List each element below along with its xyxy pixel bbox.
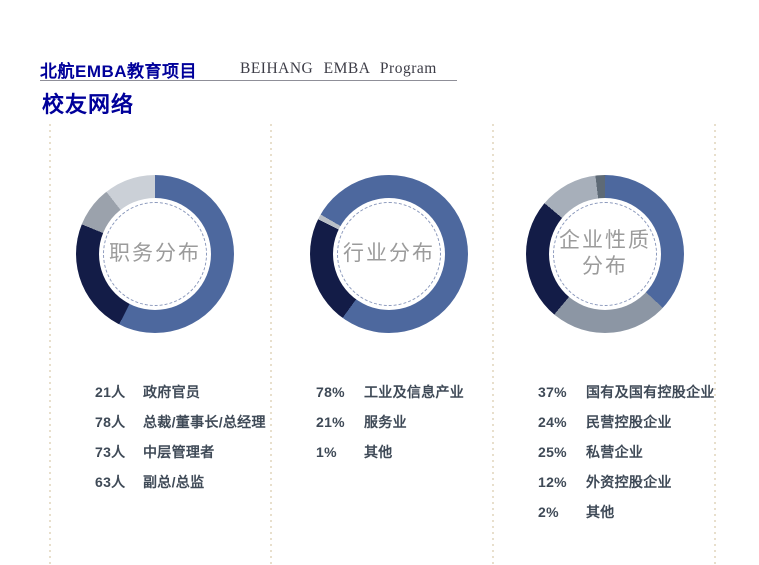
donut-chart-industry: 行业分布 xyxy=(310,175,468,333)
donut-chart-enterprise: 企业性质 分布 xyxy=(526,175,684,333)
legend-label: 总裁/董事长/总经理 xyxy=(143,414,266,430)
legend-value: 2% xyxy=(538,504,559,520)
legend-row: 37% 国有及国有控股企业 xyxy=(538,377,759,407)
legend-label: 政府官员 xyxy=(143,384,201,400)
legend-row: 1% 其他 xyxy=(316,437,538,467)
donut-center-label: 行业分布 xyxy=(343,241,435,265)
legend-value: 21人 xyxy=(95,384,126,400)
legend-row: 21人 政府官员 xyxy=(95,377,316,407)
legend-value: 37% xyxy=(538,384,567,400)
legend-row: 25% 私营企业 xyxy=(538,437,759,467)
legend-row: 73人 中层管理者 xyxy=(95,437,316,467)
brand-title-en: BEIHANG EMBA Program xyxy=(240,60,437,77)
legend-label: 副总/总监 xyxy=(143,474,205,490)
legend-label: 私营企业 xyxy=(586,444,644,460)
legend-label: 其他 xyxy=(586,504,615,520)
legend-label: 工业及信息产业 xyxy=(364,384,465,400)
legend-list: 37% 国有及国有控股企业 24% 民营控股企业 25% 私营企业 12% 外资控股企业 2% 其… xyxy=(492,377,759,527)
donut-center: 行业分布 xyxy=(333,198,445,310)
chart-panel-industry-distribution: 行业分布 78% 工业及信息产业 21% 服务业 1% 其他 xyxy=(270,0,492,565)
legend-value: 63人 xyxy=(95,474,126,490)
header-rule xyxy=(40,80,457,81)
legend-value: 25% xyxy=(538,444,567,460)
legend-list: 21人 政府官员 78人 总裁/董事长/总经理 73人 中层管理者 63人 副总/总监 xyxy=(49,377,316,497)
column-separator-dotted xyxy=(49,124,51,565)
legend-value: 24% xyxy=(538,414,567,430)
legend-row: 21% 服务业 xyxy=(316,407,538,437)
legend-label: 服务业 xyxy=(364,414,407,430)
column-separator-dotted xyxy=(714,124,716,565)
legend-row: 78人 总裁/董事长/总经理 xyxy=(95,407,316,437)
legend-label: 外资控股企业 xyxy=(586,474,672,490)
legend-value: 12% xyxy=(538,474,567,490)
legend-row: 78% 工业及信息产业 xyxy=(316,377,538,407)
donut-center: 企业性质 分布 xyxy=(549,198,661,310)
legend-list: 78% 工业及信息产业 21% 服务业 1% 其他 xyxy=(270,377,538,467)
legend-row: 2% 其他 xyxy=(538,497,759,527)
legend-label: 中层管理者 xyxy=(143,444,215,460)
legend-value: 78% xyxy=(316,384,345,400)
legend-label: 民营控股企业 xyxy=(586,414,672,430)
legend-row: 63人 副总/总监 xyxy=(95,467,316,497)
donut-chart-position: 职务分布 xyxy=(76,175,234,333)
legend-label: 其他 xyxy=(364,444,393,460)
donut-center-label: 职务分布 xyxy=(109,241,201,265)
legend-value: 1% xyxy=(316,444,337,460)
donut-center-label: 企业性质 分布 xyxy=(559,228,651,278)
brand-title-cn: 北航EMBA教育项目 xyxy=(40,62,198,81)
legend-row: 12% 外资控股企业 xyxy=(538,467,759,497)
legend-label: 国有及国有控股企业 xyxy=(586,384,715,400)
chart-panel-enterprise-nature: 企业性质 分布 37% 国有及国有控股企业 24% 民营控股企业 25% 私营企业 12% 外… xyxy=(492,0,715,565)
donut-center: 职务分布 xyxy=(99,198,211,310)
page-title: 校友网络 xyxy=(42,92,135,117)
legend-row: 24% 民营控股企业 xyxy=(538,407,759,437)
column-separator-dotted xyxy=(270,124,272,565)
chart-panel-position-distribution: 职务分布 21人 政府官员 78人 总裁/董事长/总经理 73人 中层管理者 63人 副总/总… xyxy=(49,0,270,565)
legend-value: 78人 xyxy=(95,414,126,430)
column-separator-dotted xyxy=(492,124,494,565)
legend-value: 21% xyxy=(316,414,345,430)
legend-value: 73人 xyxy=(95,444,126,460)
